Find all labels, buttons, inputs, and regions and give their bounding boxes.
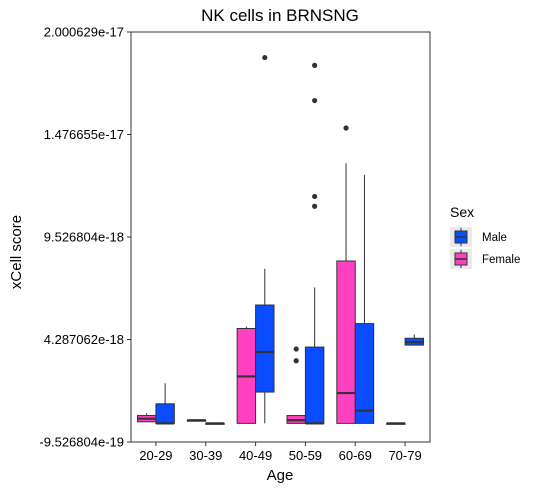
y-tick-label: 4.287062e-18 xyxy=(44,332,124,347)
x-tick-label: 20-29 xyxy=(139,448,172,463)
y-tick-label: 1.476655e-17 xyxy=(44,127,124,142)
x-tick-label: 40-49 xyxy=(239,448,272,463)
plot-panel xyxy=(130,31,431,443)
box-female-70-79 xyxy=(386,422,406,425)
box-male-20-29 xyxy=(155,383,175,425)
box-female-40-49 xyxy=(236,326,257,424)
box-body xyxy=(304,346,325,424)
x-tick-label: 70-79 xyxy=(388,448,421,463)
outlier-point xyxy=(293,358,299,364)
box-body xyxy=(354,323,375,424)
x-tick-label: 50-59 xyxy=(289,448,322,463)
legend-title: Sex xyxy=(450,204,474,220)
outlier-point xyxy=(312,193,318,200)
box-male-30-39 xyxy=(205,422,225,425)
box-male-50-59 xyxy=(304,62,325,425)
y-axis: -9.526804e-19 4.287062e-18 9.526804e-18 1.4… xyxy=(39,25,131,450)
chart-title: NK cells in BRNSNG xyxy=(201,6,359,25)
box-layer xyxy=(136,54,425,425)
y-tick-label: 2.000629e-17 xyxy=(44,25,124,40)
outlier-point xyxy=(262,54,268,61)
box-male-70-79 xyxy=(404,334,425,346)
y-tick-label: -9.526804e-19 xyxy=(39,435,124,450)
outlier-point xyxy=(312,203,318,209)
legend-label: Male xyxy=(482,232,507,244)
box-body xyxy=(336,260,356,424)
outlier-point xyxy=(293,346,299,352)
legend: Sex Male Female xyxy=(450,204,520,269)
x-axis-title: Age xyxy=(267,467,294,484)
x-tick-label: 60-69 xyxy=(339,448,372,463)
box-body xyxy=(255,304,275,393)
box-male-40-49 xyxy=(255,54,275,424)
outlier-point xyxy=(312,97,318,104)
legend-item-female: Female xyxy=(450,249,520,269)
legend-item-male: Male xyxy=(450,227,507,247)
y-axis-title: xCell score xyxy=(8,215,25,289)
box-male-60-69 xyxy=(354,174,375,424)
x-tick-label: 30-39 xyxy=(189,448,222,463)
box-female-60-69 xyxy=(336,125,356,424)
box-body xyxy=(155,403,175,424)
legend-label: Female xyxy=(482,254,520,266)
y-tick-label: 9.526804e-18 xyxy=(44,230,124,245)
outlier-point xyxy=(312,62,318,68)
x-axis: 20-29 30-39 40-49 50-59 60-69 70-79 xyxy=(139,442,422,463)
outlier-point xyxy=(343,125,349,131)
box-female-30-39 xyxy=(186,419,207,422)
